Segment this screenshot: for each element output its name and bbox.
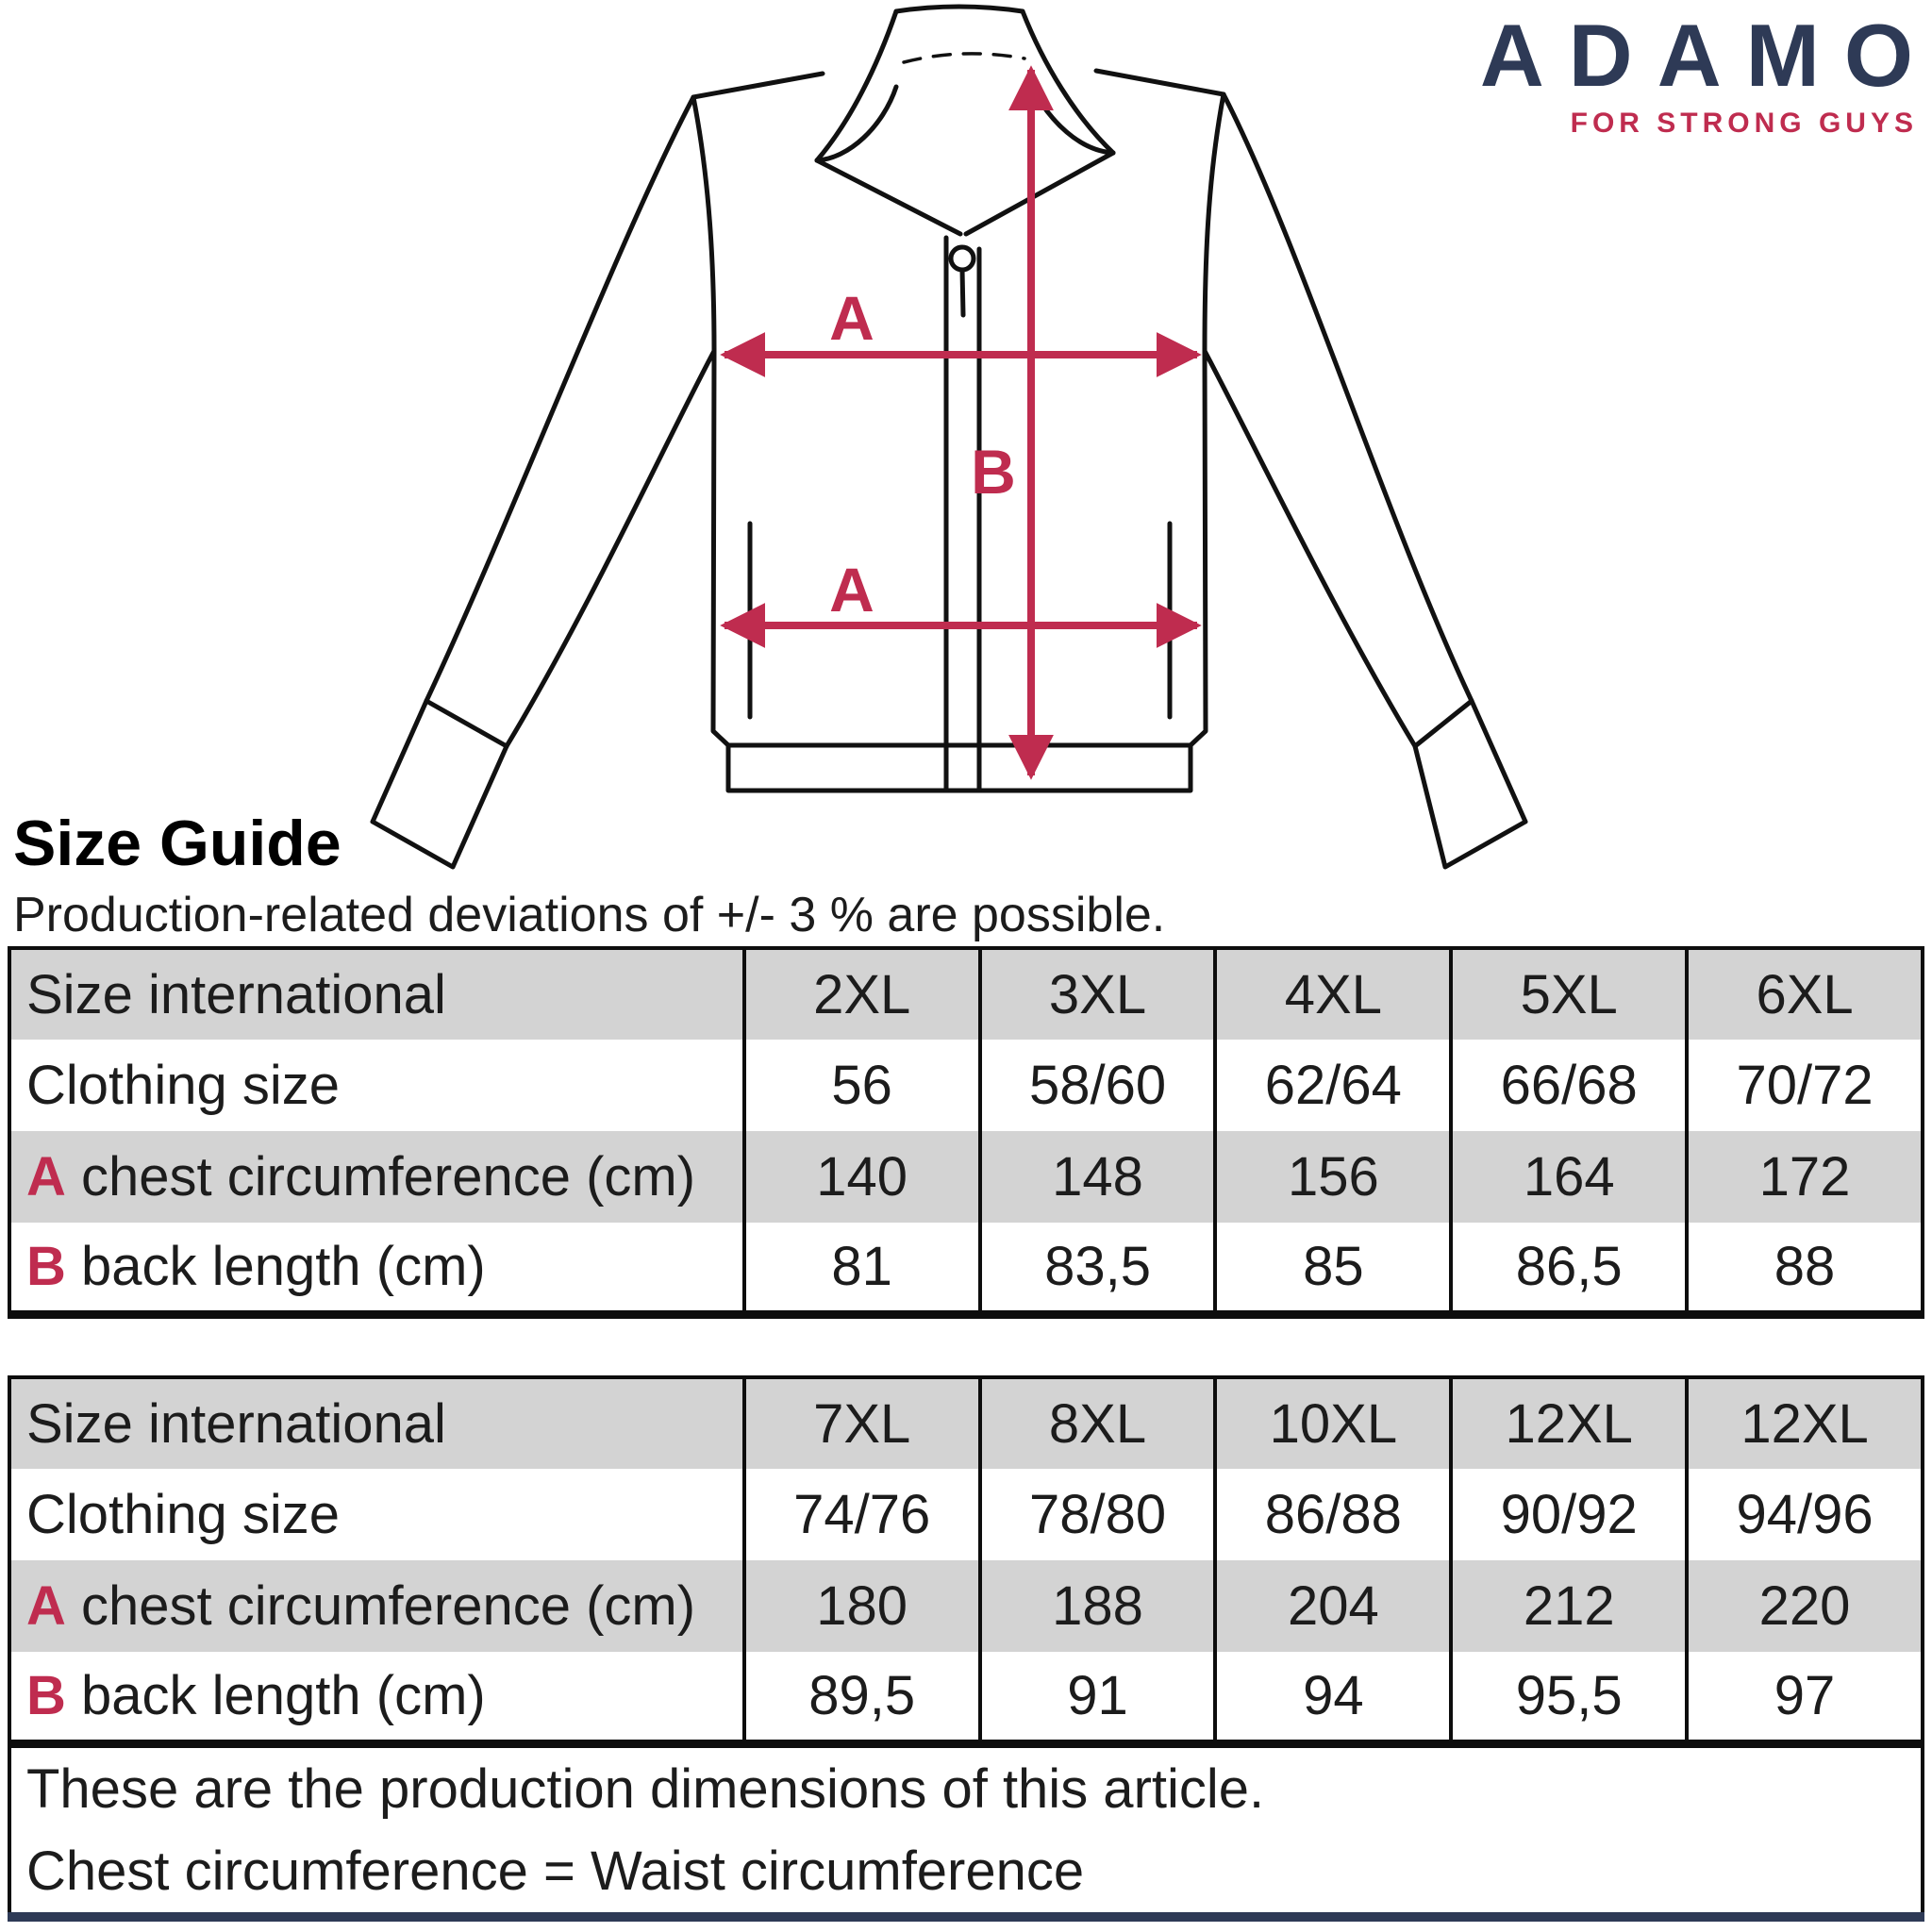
size-cell: 12XL xyxy=(1449,1377,1688,1469)
size-cell: 83,5 xyxy=(977,1223,1216,1314)
row-label-text: chest circumference (cm) xyxy=(65,1575,696,1637)
row-label-text: back length (cm) xyxy=(65,1235,486,1297)
table-row: Clothing size 74/76 78/80 86/88 90/92 94… xyxy=(9,1469,1923,1560)
jacket-zipper xyxy=(943,235,982,793)
size-cell: 94 xyxy=(1213,1652,1452,1743)
jacket-body-outline xyxy=(691,68,1226,793)
size-cell: 90/92 xyxy=(1449,1469,1688,1560)
size-cell: 97 xyxy=(1685,1652,1923,1743)
jacket-diagram: A A B xyxy=(370,4,1528,870)
size-cell: 5XL xyxy=(1449,948,1688,1040)
size-cell: 164 xyxy=(1449,1131,1688,1223)
chest-measure-label: A xyxy=(829,283,874,353)
row-label-text: back length (cm) xyxy=(65,1664,486,1726)
jacket-sleeves xyxy=(370,92,1528,870)
row-label-text: Size international xyxy=(26,964,446,1025)
size-cell: 86/88 xyxy=(1213,1469,1452,1560)
row-label-prefix: A xyxy=(26,1575,66,1637)
table-row: B back length (cm) 89,5 91 94 95,5 97 xyxy=(9,1652,1923,1743)
table-row: A chest circumference (cm) 180 188 204 2… xyxy=(9,1560,1923,1652)
size-cell: 62/64 xyxy=(1213,1040,1452,1131)
size-cell: 204 xyxy=(1213,1560,1452,1652)
size-table-small: Size international 2XL 3XL 4XL 5XL 6XL C… xyxy=(8,946,1924,1319)
jacket-collar xyxy=(814,4,1116,237)
table-row: Size international 2XL 3XL 4XL 5XL 6XL xyxy=(9,948,1923,1040)
row-label-prefix: B xyxy=(26,1235,66,1297)
deviation-note: Production-related deviations of +/- 3 %… xyxy=(13,888,1166,942)
size-cell: 148 xyxy=(977,1131,1216,1223)
jacket-pockets xyxy=(747,521,1173,720)
row-label-prefix: A xyxy=(26,1146,66,1208)
size-cell: 81 xyxy=(741,1223,980,1314)
size-table-large: Size international 7XL 8XL 10XL 12XL 12X… xyxy=(8,1375,1924,1922)
brand-tagline: FOR STRONG GUYS xyxy=(1570,108,1918,139)
size-cell: 212 xyxy=(1449,1560,1688,1652)
table-row: A chest circumference (cm) 140 148 156 1… xyxy=(9,1131,1923,1223)
size-cell: 3XL xyxy=(977,948,1216,1040)
row-label-text: chest circumference (cm) xyxy=(65,1146,696,1208)
row-label-text: Clothing size xyxy=(26,1055,341,1116)
back-measure-label: B xyxy=(971,437,1016,507)
row-label-text: Size international xyxy=(26,1393,446,1455)
table-row: B back length (cm) 81 83,5 85 86,5 88 xyxy=(9,1223,1923,1314)
size-cell: 12XL xyxy=(1685,1377,1923,1469)
size-cell: 7XL xyxy=(741,1377,980,1469)
row-label: A chest circumference (cm) xyxy=(9,1131,744,1223)
production-note-line2: Chest circumference = Waist circumferenc… xyxy=(26,1840,1085,1902)
size-cell: 172 xyxy=(1685,1131,1923,1223)
table-row: Clothing size 56 58/60 62/64 66/68 70/72 xyxy=(9,1040,1923,1131)
row-label: B back length (cm) xyxy=(9,1652,744,1743)
row-label-text: Clothing size xyxy=(26,1484,341,1545)
size-cell: 78/80 xyxy=(977,1469,1216,1560)
size-cell: 56 xyxy=(741,1040,980,1131)
row-label: Clothing size xyxy=(9,1469,744,1560)
size-cell: 88 xyxy=(1685,1223,1923,1314)
table-row: Size international 7XL 8XL 10XL 12XL 12X… xyxy=(9,1377,1923,1469)
size-cell: 156 xyxy=(1213,1131,1452,1223)
waist-measure-label: A xyxy=(829,555,874,625)
brand-logo: ADAMO FOR STRONG GUYS xyxy=(1480,11,1913,138)
size-cell: 95,5 xyxy=(1449,1652,1688,1743)
size-cell: 70/72 xyxy=(1685,1040,1923,1131)
size-cell: 8XL xyxy=(977,1377,1216,1469)
brand-name: ADAMO xyxy=(1479,6,1932,105)
size-cell: 4XL xyxy=(1213,948,1452,1040)
row-label: Size international xyxy=(9,1377,744,1469)
size-cell: 86,5 xyxy=(1449,1223,1688,1314)
table-footnote-row: These are the production dimensions of t… xyxy=(9,1739,1923,1917)
page-title: Size Guide xyxy=(13,808,341,879)
row-label: Size international xyxy=(9,948,744,1040)
row-label: Clothing size xyxy=(9,1040,744,1131)
size-cell: 6XL xyxy=(1685,948,1923,1040)
row-label: A chest circumference (cm) xyxy=(9,1560,744,1652)
size-cell: 188 xyxy=(977,1560,1216,1652)
size-cell: 180 xyxy=(741,1560,980,1652)
size-cell: 74/76 xyxy=(741,1469,980,1560)
row-label: B back length (cm) xyxy=(9,1223,744,1314)
size-cell: 2XL xyxy=(741,948,980,1040)
row-label-prefix: B xyxy=(26,1664,66,1726)
size-cell: 85 xyxy=(1213,1223,1452,1314)
size-cell: 58/60 xyxy=(977,1040,1216,1131)
production-note-line1: These are the production dimensions of t… xyxy=(26,1757,1265,1820)
size-cell: 140 xyxy=(741,1131,980,1223)
size-cell: 89,5 xyxy=(741,1652,980,1743)
production-note: These are the production dimensions of t… xyxy=(9,1739,1923,1917)
size-cell: 66/68 xyxy=(1449,1040,1688,1131)
size-cell: 220 xyxy=(1685,1560,1923,1652)
size-cell: 94/96 xyxy=(1685,1469,1923,1560)
size-cell: 10XL xyxy=(1213,1377,1452,1469)
measurement-arrows xyxy=(720,65,1202,780)
size-cell: 91 xyxy=(977,1652,1216,1743)
